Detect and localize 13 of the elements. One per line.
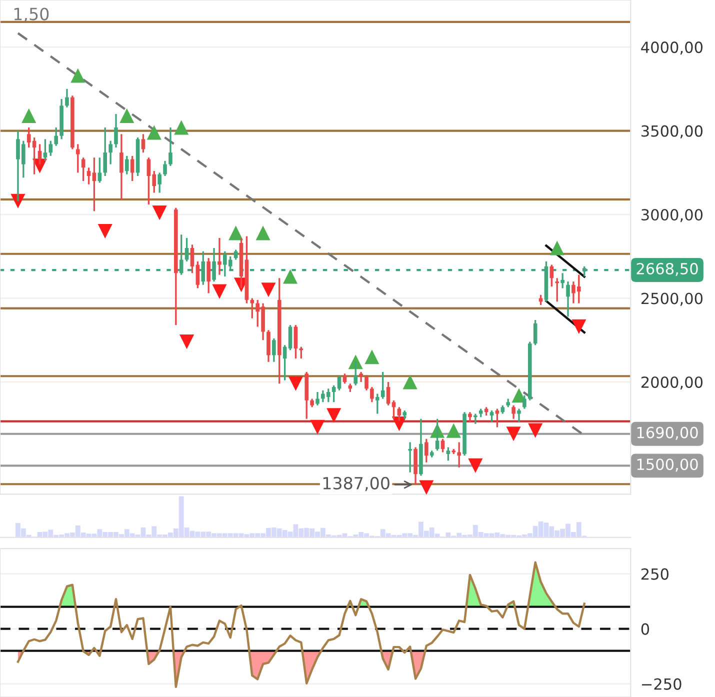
- y-tick-label: 2500,00: [641, 292, 703, 306]
- y-tick-label: 3500,00: [642, 125, 703, 138]
- ref-line-label: 2668,50: [636, 262, 698, 276]
- ref-line-label: 1690,00: [637, 426, 698, 440]
- y-tick-label: −250: [642, 678, 682, 690]
- y-tick-label: 250: [641, 568, 668, 580]
- y-tick-label: 0: [641, 623, 650, 635]
- ref-line-label: 1500,00: [637, 458, 698, 472]
- annotation: 1387,00: [323, 476, 390, 492]
- y-tick-label: 3000,00: [642, 208, 703, 222]
- y-tick-label: 2000,00: [641, 376, 703, 390]
- y-tick-label: 4000,00: [641, 42, 703, 55]
- annotation: 1,50: [14, 8, 49, 22]
